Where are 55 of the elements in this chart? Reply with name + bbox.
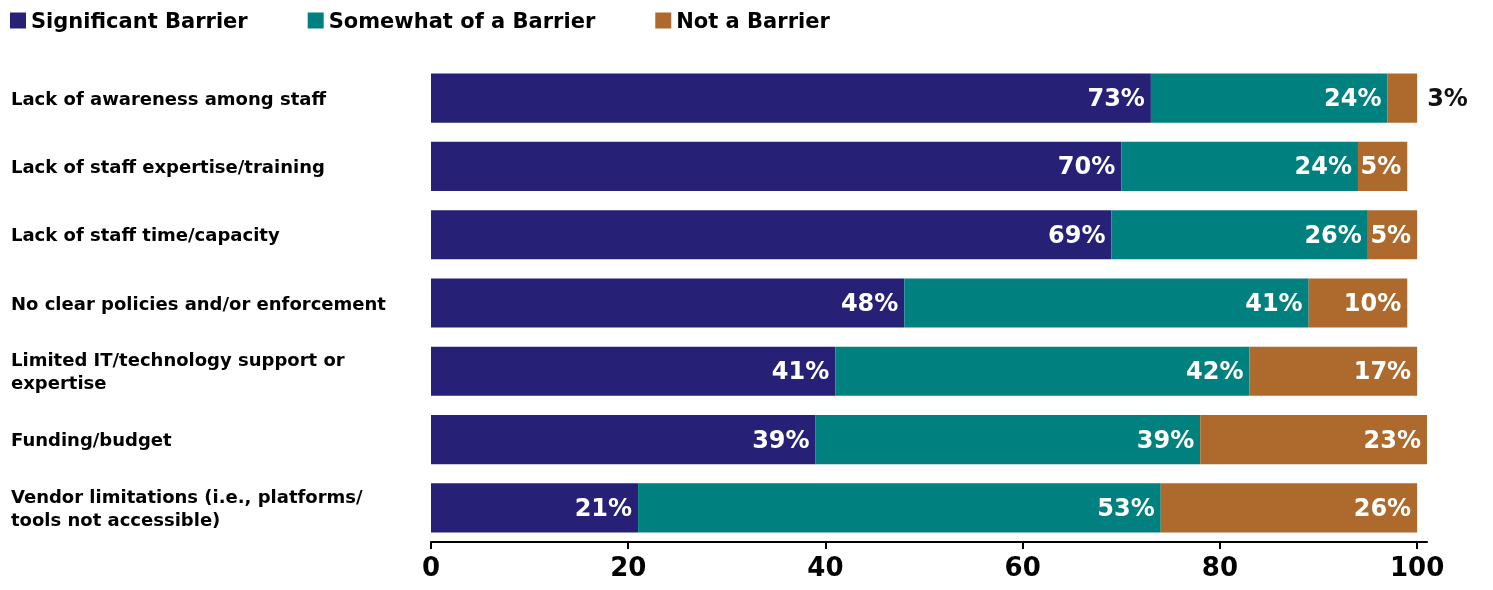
y-tick-label: Lack of staff time/capacity bbox=[11, 224, 280, 246]
data-label: 39% bbox=[752, 425, 810, 454]
bar bbox=[904, 278, 1309, 328]
bar bbox=[431, 414, 816, 465]
legend-label: Significant Barrier bbox=[31, 8, 249, 33]
y-tick-label: Lack of staff expertise/training bbox=[11, 155, 325, 177]
data-label: 5% bbox=[1360, 152, 1402, 181]
bar bbox=[1121, 141, 1358, 192]
bar bbox=[431, 141, 1122, 192]
data-label: 53% bbox=[1097, 493, 1155, 522]
bar bbox=[835, 346, 1250, 396]
bar bbox=[1160, 483, 1418, 533]
data-label: 21% bbox=[574, 493, 633, 522]
y-tick-label: Lack of awareness among staff bbox=[11, 87, 327, 109]
data-label: 17% bbox=[1353, 357, 1412, 386]
y-tick-label: Funding/budget bbox=[11, 429, 173, 451]
legend-label: Not a Barrier bbox=[676, 8, 831, 33]
x-tick-label: 40 bbox=[807, 552, 844, 582]
data-label: 42% bbox=[1186, 357, 1244, 386]
data-label: 24% bbox=[1294, 152, 1352, 181]
bar bbox=[638, 483, 1161, 533]
y-tick-label: No clear policies and/or enforcement bbox=[11, 292, 387, 314]
x-tick-label: 100 bbox=[1390, 552, 1445, 582]
y-tick-label: Vendor limitations (i.e., platforms/tools not accessible) bbox=[11, 485, 364, 530]
bar bbox=[431, 483, 639, 533]
data-label: 24% bbox=[1324, 84, 1382, 113]
bar bbox=[1387, 73, 1418, 123]
data-label: 73% bbox=[1087, 84, 1145, 113]
data-label: 3% bbox=[1427, 84, 1468, 113]
data-label: 39% bbox=[1136, 425, 1195, 454]
x-tick-label: 60 bbox=[1004, 552, 1041, 582]
data-label: 69% bbox=[1047, 220, 1106, 249]
data-label: 26% bbox=[1353, 493, 1412, 522]
data-label: 41% bbox=[1245, 289, 1303, 317]
bar bbox=[431, 278, 905, 328]
bar bbox=[431, 73, 1151, 123]
bar bbox=[1150, 73, 1388, 123]
bar bbox=[431, 210, 1112, 260]
data-label: 70% bbox=[1057, 152, 1116, 181]
x-tick-label: 0 bbox=[421, 552, 441, 582]
y-tick-label: Limited IT/technology support or expertise bbox=[11, 349, 351, 394]
data-label: 5% bbox=[1370, 220, 1412, 249]
data-label: 23% bbox=[1363, 425, 1421, 454]
legend-label: Somewhat of a Barrier bbox=[328, 8, 596, 33]
x-tick-label: 80 bbox=[1201, 552, 1238, 582]
bar bbox=[431, 346, 836, 396]
x-tick-label: 20 bbox=[610, 552, 647, 582]
data-label: 26% bbox=[1304, 220, 1362, 249]
bar bbox=[1111, 210, 1368, 260]
bar bbox=[1200, 414, 1427, 465]
data-label: 10% bbox=[1343, 289, 1402, 317]
data-label: 41% bbox=[771, 357, 830, 386]
bar bbox=[815, 414, 1201, 465]
data-label: 48% bbox=[840, 289, 899, 317]
bar bbox=[1249, 346, 1418, 396]
